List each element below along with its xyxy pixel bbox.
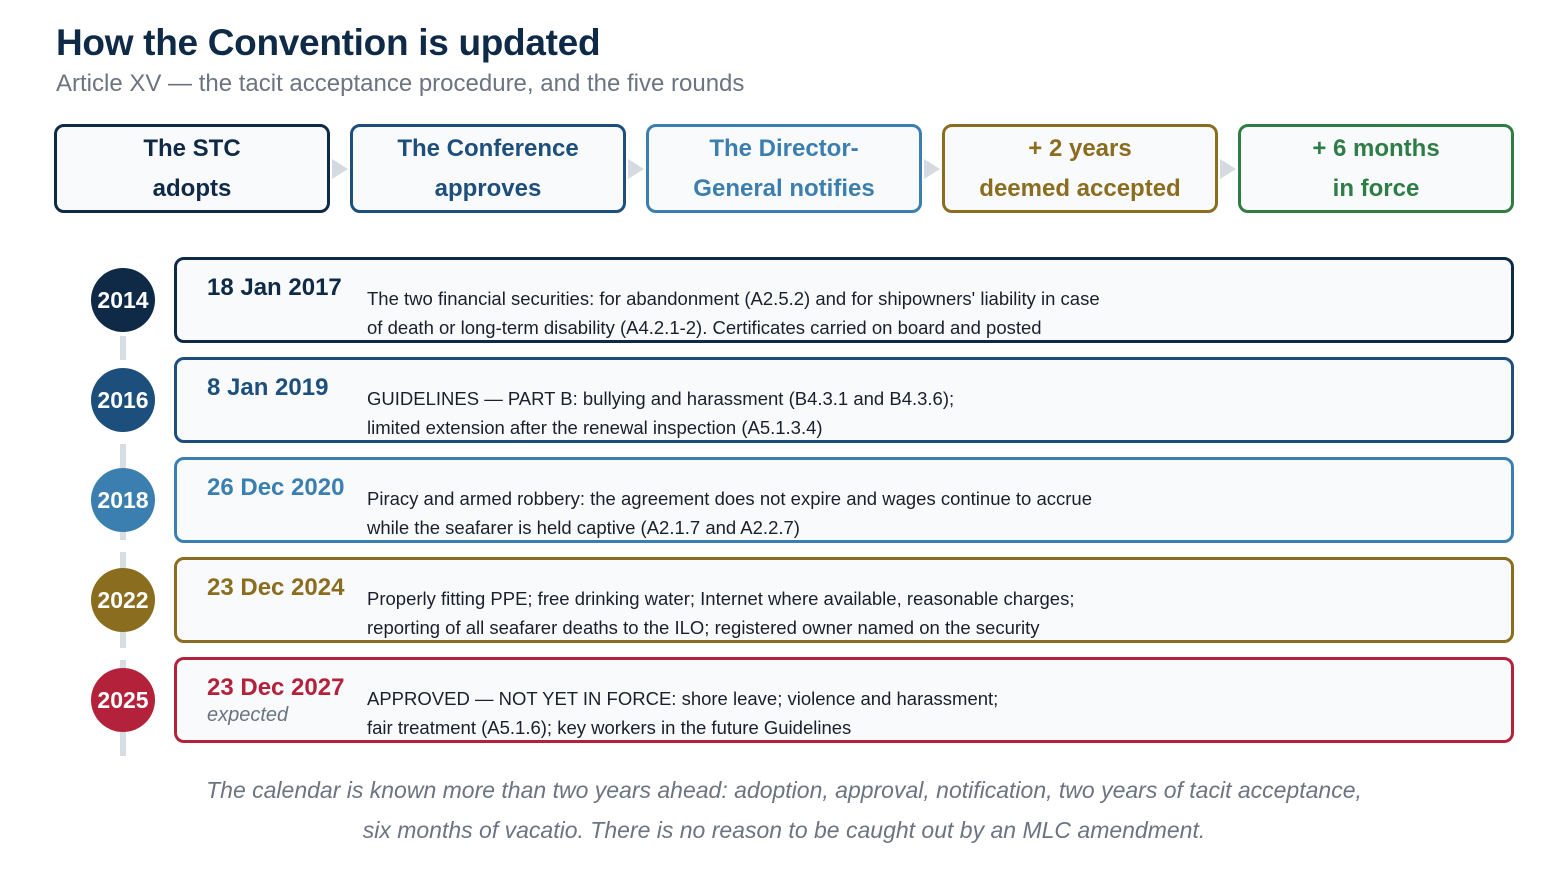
round-card: 18 Jan 2017 The two financial securities… — [174, 257, 1514, 343]
step-stc-adopts: The STC adopts — [54, 124, 330, 213]
step-line1: The STC — [143, 134, 241, 162]
step-director-general-notifies: The Director- General notifies — [646, 124, 922, 213]
round-description: Piracy and armed robbery: the agreement … — [367, 484, 1092, 542]
step-line1: + 6 months — [1312, 134, 1440, 162]
description-line1: The two financial securities: for abando… — [367, 288, 1100, 309]
description-line2: fair treatment (A5.1.6); key workers in … — [367, 717, 852, 738]
arrow-right-icon — [628, 159, 644, 179]
round-card: 26 Dec 2020 Piracy and armed robbery: th… — [174, 457, 1514, 543]
page-subtitle: Article XV — the tacit acceptance proced… — [56, 70, 745, 97]
step-line1: + 2 years — [1028, 134, 1132, 162]
description-line2: while the seafarer is held captive (A2.1… — [367, 517, 800, 538]
year-badge: 2014 — [91, 268, 155, 332]
round-description: Properly fitting PPE; free drinking wate… — [367, 584, 1075, 642]
in-force-date: 23 Dec 2027 — [207, 674, 345, 701]
year-badge: 2022 — [91, 568, 155, 632]
footer-line2: six months of vacatio. There is no reaso… — [362, 817, 1206, 843]
arrow-right-icon — [924, 159, 940, 179]
page-title: How the Convention is updated — [56, 22, 601, 63]
round-description: APPROVED — NOT YET IN FORCE: shore leave… — [367, 684, 998, 742]
date-note: expected — [207, 704, 289, 726]
round-description: GUIDELINES — PART B: bullying and harass… — [367, 384, 954, 442]
step-line1: The Director- — [709, 134, 859, 162]
step-line1: The Conference — [397, 134, 579, 162]
arrow-right-icon — [1220, 159, 1236, 179]
step-deemed-accepted: + 2 years deemed accepted — [942, 124, 1218, 213]
step-line2: deemed accepted — [979, 174, 1181, 202]
description-line1: Piracy and armed robbery: the agreement … — [367, 488, 1093, 509]
round-card: 8 Jan 2019 GUIDELINES — PART B: bullying… — [174, 357, 1514, 443]
footer-note: The calendar is known more than two year… — [0, 770, 1568, 850]
description-line2: reporting of all seafarer deaths to the … — [367, 617, 1040, 638]
description-line1: GUIDELINES — PART B: bullying and harass… — [367, 388, 955, 409]
step-line2: in force — [1332, 174, 1420, 202]
round-description: The two financial securities: for abando… — [367, 284, 1100, 342]
description-line1: APPROVED — NOT YET IN FORCE: shore leave… — [367, 688, 999, 709]
description-line2: limited extension after the renewal insp… — [367, 417, 823, 438]
step-line2: adopts — [152, 174, 232, 202]
year-badge: 2018 — [91, 468, 155, 532]
footer-line1: The calendar is known more than two year… — [206, 777, 1362, 803]
step-conference-approves: The Conference approves — [350, 124, 626, 213]
round-card: 23 Dec 2024 Properly fitting PPE; free d… — [174, 557, 1514, 643]
step-line2: approves — [434, 174, 542, 202]
step-in-force: + 6 months in force — [1238, 124, 1514, 213]
in-force-date: 8 Jan 2019 — [207, 374, 329, 401]
arrow-right-icon — [332, 159, 348, 179]
in-force-date: 18 Jan 2017 — [207, 274, 342, 301]
year-badge: 2016 — [91, 368, 155, 432]
description-line1: Properly fitting PPE; free drinking wate… — [367, 588, 1075, 609]
in-force-date: 23 Dec 2024 — [207, 574, 345, 601]
year-badge: 2025 — [91, 668, 155, 732]
description-line2: of death or long-term disability (A4.2.1… — [367, 317, 1042, 338]
step-line2: General notifies — [693, 174, 875, 202]
procedure-steps: The STC adopts The Conference approves T… — [54, 124, 1514, 214]
in-force-date: 26 Dec 2020 — [207, 474, 345, 501]
round-card: 23 Dec 2027 expected APPROVED — NOT YET … — [174, 657, 1514, 743]
